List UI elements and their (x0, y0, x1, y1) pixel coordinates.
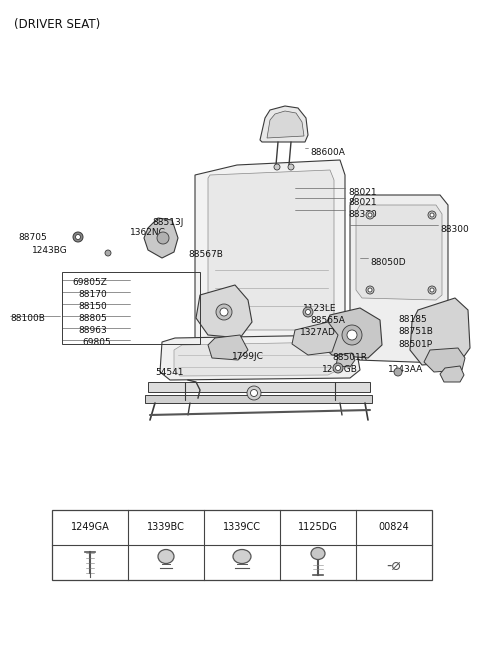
Text: 88021: 88021 (348, 198, 377, 207)
Bar (62, 272, 200, 344)
Circle shape (105, 250, 111, 256)
Ellipse shape (158, 549, 174, 564)
Polygon shape (424, 348, 465, 372)
Circle shape (368, 213, 372, 217)
Text: 88513J: 88513J (152, 218, 183, 227)
Text: 1249GA: 1249GA (71, 523, 109, 532)
Circle shape (305, 309, 311, 314)
Circle shape (347, 330, 357, 340)
Text: 1243AA: 1243AA (388, 365, 423, 374)
Bar (52, 510, 432, 580)
Circle shape (368, 288, 372, 292)
Text: 88501P: 88501P (398, 340, 432, 349)
Text: 88751B: 88751B (398, 327, 433, 336)
Polygon shape (350, 195, 448, 363)
Circle shape (303, 307, 313, 317)
Text: 1249GB: 1249GB (322, 365, 358, 374)
Text: 88565A: 88565A (310, 316, 345, 325)
Circle shape (216, 304, 232, 320)
Circle shape (274, 164, 280, 170)
Text: 69805: 69805 (82, 338, 111, 347)
Text: 88600A: 88600A (310, 148, 345, 157)
Polygon shape (160, 335, 360, 380)
Text: 1123LE: 1123LE (303, 304, 336, 313)
Text: 88370: 88370 (348, 210, 377, 219)
Text: 1243BG: 1243BG (32, 246, 68, 255)
Text: 88501R: 88501R (332, 353, 367, 362)
Circle shape (75, 234, 81, 239)
Text: 88805: 88805 (78, 314, 107, 323)
Circle shape (288, 164, 294, 170)
Circle shape (430, 213, 434, 217)
Circle shape (394, 368, 402, 376)
Text: 54541: 54541 (155, 368, 183, 377)
Ellipse shape (233, 549, 251, 564)
Polygon shape (356, 205, 442, 300)
Circle shape (430, 288, 434, 292)
Text: (DRIVER SEAT): (DRIVER SEAT) (14, 18, 100, 31)
Circle shape (428, 286, 436, 294)
Polygon shape (208, 335, 248, 360)
Ellipse shape (311, 547, 325, 560)
Polygon shape (196, 285, 252, 338)
Text: 69805Z: 69805Z (72, 278, 107, 287)
Polygon shape (260, 106, 308, 142)
Text: 1362NC: 1362NC (130, 228, 166, 237)
Polygon shape (174, 342, 338, 376)
Text: 1327AD: 1327AD (300, 328, 336, 337)
Circle shape (366, 211, 374, 219)
Text: -⌀: -⌀ (387, 558, 401, 573)
Text: 1339BC: 1339BC (147, 523, 185, 532)
Circle shape (336, 366, 340, 371)
Circle shape (428, 211, 436, 219)
Circle shape (247, 386, 261, 400)
Polygon shape (318, 308, 382, 358)
Text: 00824: 00824 (379, 523, 409, 532)
Circle shape (333, 363, 343, 373)
Text: 88300: 88300 (440, 225, 469, 234)
Text: 88567B: 88567B (188, 250, 223, 259)
Text: 1125DG: 1125DG (298, 523, 338, 532)
Polygon shape (195, 160, 345, 375)
Text: 88170: 88170 (78, 290, 107, 299)
Text: 88021: 88021 (348, 188, 377, 197)
Circle shape (251, 389, 257, 397)
Text: 88705: 88705 (18, 233, 47, 242)
Text: 88150: 88150 (78, 302, 107, 311)
Circle shape (366, 286, 374, 294)
Text: 88185: 88185 (398, 315, 427, 324)
Polygon shape (144, 218, 178, 258)
Polygon shape (336, 353, 355, 367)
Text: 1339CC: 1339CC (223, 523, 261, 532)
Polygon shape (440, 366, 464, 382)
Circle shape (342, 325, 362, 345)
Polygon shape (267, 111, 304, 138)
Circle shape (73, 232, 83, 242)
Polygon shape (145, 395, 372, 403)
Text: 1799JC: 1799JC (232, 352, 264, 361)
Polygon shape (148, 382, 370, 392)
Polygon shape (208, 170, 334, 330)
Text: 88050D: 88050D (370, 258, 406, 267)
Circle shape (157, 232, 169, 244)
Text: 88963: 88963 (78, 326, 107, 335)
Polygon shape (410, 298, 470, 365)
Polygon shape (292, 322, 338, 355)
Circle shape (220, 308, 228, 316)
Text: 88100B: 88100B (10, 314, 45, 323)
